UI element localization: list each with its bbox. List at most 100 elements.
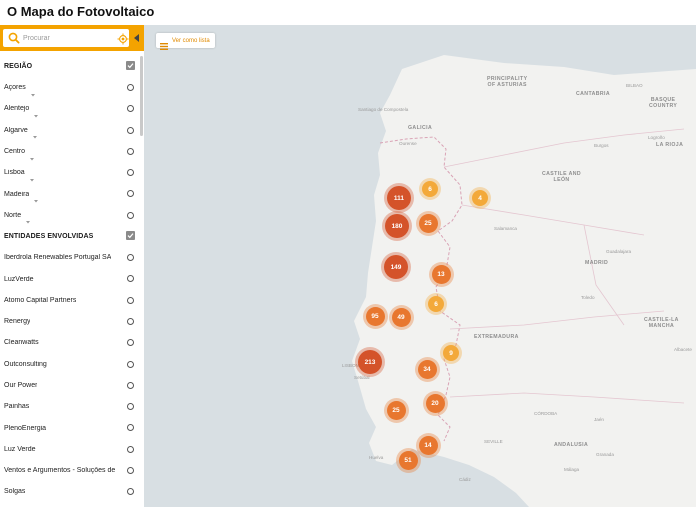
- entity-item-row[interactable]: Ventos e Argumentos - Soluções de: [0, 460, 144, 481]
- search-box: [3, 29, 129, 47]
- region-item-radio[interactable]: [127, 105, 134, 113]
- caret-down-icon[interactable]: [29, 170, 35, 182]
- map-cluster-marker[interactable]: 111: [387, 186, 411, 210]
- caret-down-icon[interactable]: [29, 149, 35, 161]
- entity-item-radio[interactable]: [127, 488, 134, 496]
- map-cluster-marker[interactable]: 51: [398, 450, 418, 470]
- entity-item-label: Luz Verde: [4, 445, 36, 453]
- entity-item-label: LuzVerde: [4, 275, 34, 283]
- entity-item-radio[interactable]: [127, 339, 134, 347]
- map-cluster-marker[interactable]: 25: [418, 213, 438, 233]
- caret-down-icon[interactable]: [32, 127, 38, 139]
- caret-down-icon[interactable]: [25, 212, 31, 224]
- region-section-label: REGIÃO: [4, 63, 33, 70]
- region-item-row[interactable]: Madeira: [0, 183, 144, 204]
- region-item-label: Alentejo: [4, 105, 30, 113]
- region-item-row[interactable]: Açores: [0, 77, 144, 98]
- caret-down-icon[interactable]: [33, 106, 39, 118]
- caret-down-icon[interactable]: [30, 85, 36, 97]
- entity-item-row[interactable]: PlenoEnergia: [0, 417, 144, 438]
- map-label-castile-mancha: CASTILE-LA MANCHA: [644, 317, 679, 329]
- entity-item-radio[interactable]: [127, 467, 134, 475]
- entity-item-row[interactable]: Luz Verde: [0, 439, 144, 460]
- list-view-label: Ver como lista: [172, 37, 210, 44]
- entity-item-radio[interactable]: [127, 296, 134, 304]
- sidebar: REGIÃO Açores Alentejo Algarve Centro Lisboa…: [0, 25, 144, 507]
- map-cluster-marker[interactable]: 20: [425, 393, 445, 413]
- region-item-radio[interactable]: [127, 190, 134, 198]
- list-view-button[interactable]: Ver como lista: [156, 33, 215, 50]
- region-item-radio[interactable]: [127, 211, 134, 219]
- map-cluster-marker[interactable]: 6: [422, 181, 438, 197]
- entities-section-header[interactable]: ENTIDADES ENVOLVIDAS: [0, 226, 144, 247]
- entity-item-label: Cleanwatts: [4, 339, 39, 347]
- region-item-row[interactable]: Algarve: [0, 120, 144, 141]
- map-label-rioja: LA RIOJA: [656, 142, 684, 148]
- map-cluster-marker[interactable]: 34: [417, 359, 437, 379]
- map-cluster-marker[interactable]: 13: [431, 264, 451, 284]
- entity-item-radio[interactable]: [127, 254, 134, 262]
- map-cluster-marker[interactable]: 49: [391, 307, 411, 327]
- map-label-granada: Granada: [596, 452, 614, 457]
- map-cluster-marker[interactable]: 9: [443, 345, 459, 361]
- entity-item-radio[interactable]: [127, 424, 134, 432]
- map-cluster-marker[interactable]: 213: [358, 350, 382, 374]
- region-item-label: Norte: [4, 211, 22, 219]
- region-item-label: Lisboa: [4, 169, 25, 177]
- map-label-lisboa: LISBON: [342, 363, 359, 368]
- region-select-all-checkbox[interactable]: [126, 61, 135, 70]
- chevron-left-icon[interactable]: [132, 33, 142, 43]
- region-item-row[interactable]: Centro: [0, 141, 144, 162]
- entity-item-row[interactable]: Painhas: [0, 396, 144, 417]
- map-cluster-marker[interactable]: 4: [472, 190, 488, 206]
- map-base: [352, 55, 696, 507]
- entity-item-label: Outconsulting: [4, 360, 47, 368]
- entities-select-all-checkbox[interactable]: [126, 231, 135, 241]
- entity-item-row[interactable]: Our Power: [0, 375, 144, 396]
- map-cluster-marker[interactable]: 95: [365, 306, 385, 326]
- entity-item-row[interactable]: Solgas: [0, 481, 144, 502]
- map-label-cadiz: Cádiz: [459, 477, 471, 482]
- map-label-logrono: Logroño: [648, 135, 665, 140]
- region-item-radio[interactable]: [127, 169, 134, 177]
- entity-item-row[interactable]: Átomo Capital Partners: [0, 290, 144, 311]
- map-label-huelva: Huelva: [369, 455, 384, 460]
- entity-item-radio[interactable]: [127, 403, 134, 411]
- region-section-header[interactable]: REGIÃO: [0, 56, 144, 77]
- entity-item-radio[interactable]: [127, 360, 134, 368]
- map-label-jaen: Jaén: [594, 417, 604, 422]
- region-item-row[interactable]: Alentejo: [0, 98, 144, 119]
- entity-item-row[interactable]: Cleanwatts: [0, 332, 144, 353]
- map-label-madrid: MADRID: [585, 260, 609, 266]
- search-bar: [0, 25, 144, 51]
- map-cluster-marker[interactable]: 6: [428, 296, 444, 312]
- entity-item-label: Our Power: [4, 382, 38, 389]
- entity-item-row[interactable]: LuzVerde: [0, 268, 144, 289]
- region-item-row[interactable]: Norte: [0, 205, 144, 226]
- map[interactable]: Ver como lista PRINCIPALITY OF ASTURIAS C…: [144, 25, 696, 507]
- map-cluster-marker[interactable]: 149: [384, 255, 408, 279]
- entity-item-row[interactable]: Iberdrola Renewables Portugal SA: [0, 247, 144, 268]
- caret-down-icon[interactable]: [33, 191, 39, 203]
- entity-item-radio[interactable]: [127, 317, 134, 325]
- entity-item-label: Solgas: [4, 488, 26, 496]
- locate-icon[interactable]: [117, 32, 129, 45]
- map-label-setubal: Setúbal: [354, 375, 370, 380]
- region-item-radio[interactable]: [127, 84, 134, 91]
- search-input[interactable]: [23, 34, 115, 42]
- map-cluster-marker[interactable]: 180: [385, 214, 409, 238]
- map-label-cordoba: CÓRDOBA: [534, 411, 558, 416]
- entity-item-radio[interactable]: [127, 445, 134, 453]
- entity-item-radio[interactable]: [127, 381, 134, 389]
- map-cluster-marker[interactable]: 25: [386, 400, 406, 420]
- region-item-label: Açores: [4, 84, 26, 92]
- entity-item-label: Ventos e Argumentos - Soluções de: [4, 467, 116, 475]
- map-cluster-marker[interactable]: 14: [418, 435, 438, 455]
- region-item-radio[interactable]: [127, 126, 134, 134]
- sidebar-scrollbar[interactable]: [140, 56, 143, 136]
- entity-item-radio[interactable]: [127, 275, 134, 283]
- entity-item-row[interactable]: Renergy: [0, 311, 144, 332]
- region-item-row[interactable]: Lisboa: [0, 162, 144, 183]
- region-item-radio[interactable]: [127, 147, 134, 155]
- entity-item-row[interactable]: Outconsulting: [0, 354, 144, 375]
